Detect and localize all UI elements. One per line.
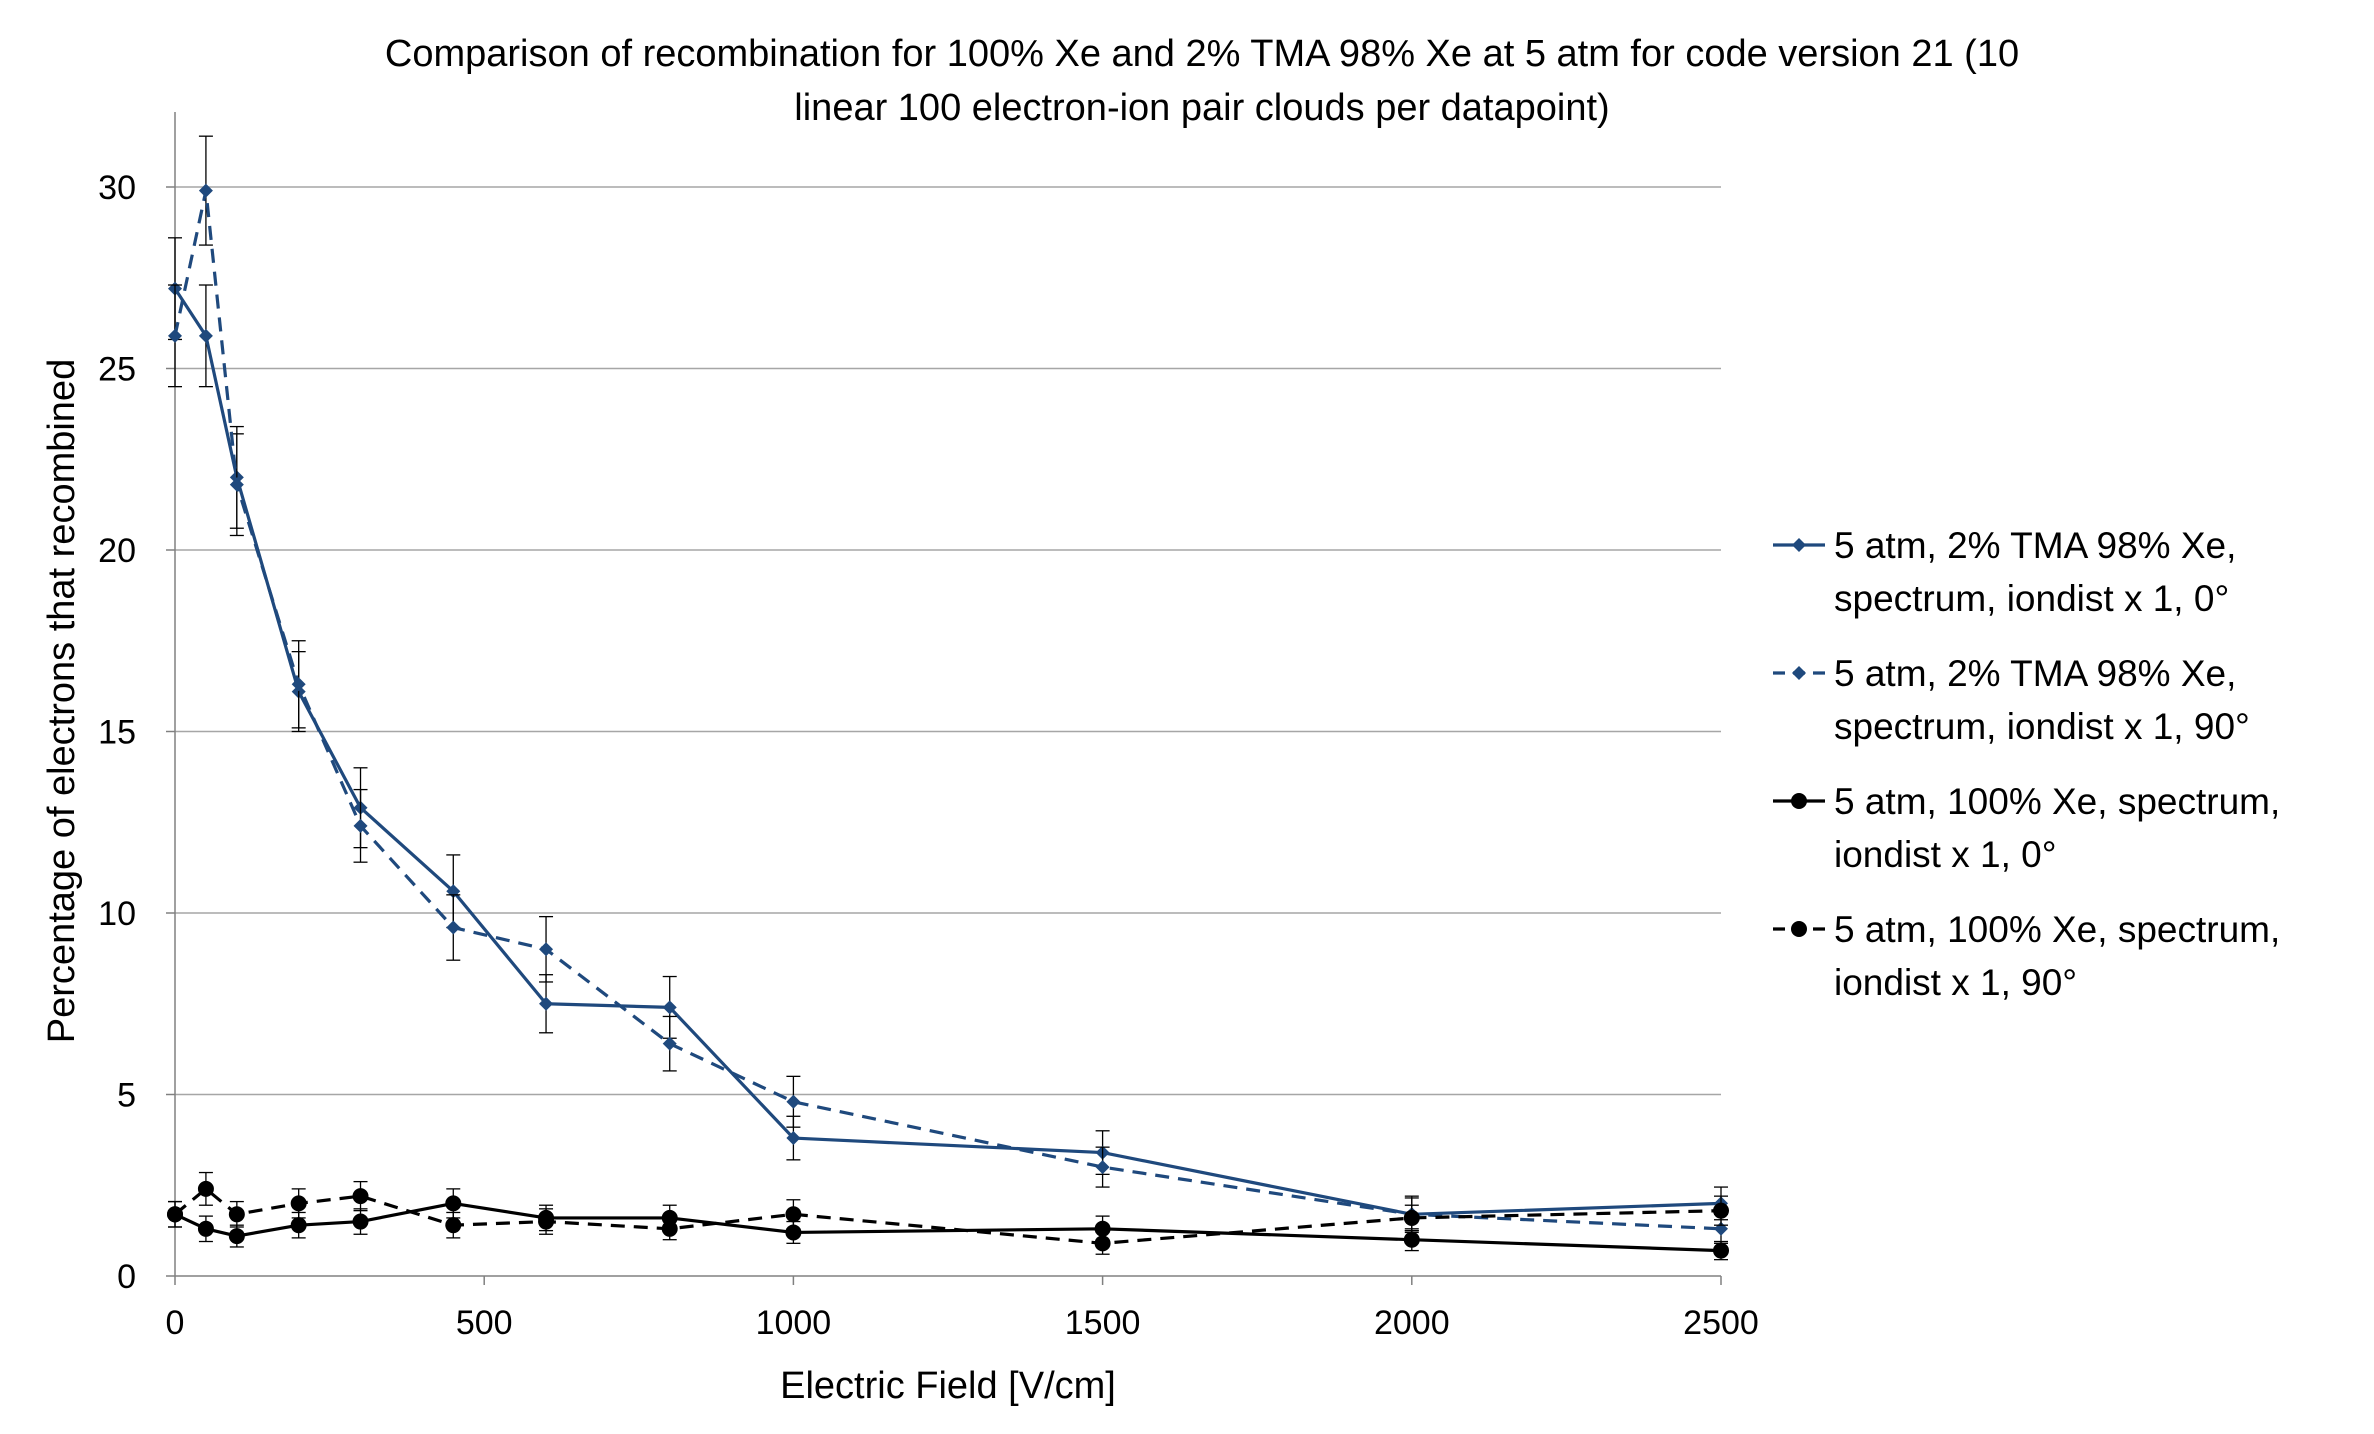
data-point — [291, 677, 306, 692]
data-point — [290, 1195, 307, 1212]
x-tick-label: 2500 — [1683, 1304, 1759, 1342]
axes — [174, 112, 1721, 1277]
data-point — [445, 1195, 462, 1212]
data-point — [786, 1094, 801, 1109]
legend-label: 5 atm, 100% Xe, spectrum, — [1834, 781, 2280, 822]
data-point — [198, 183, 213, 198]
legend-entry-1: 5 atm, 2% TMA 98% Xe, spectrum, iondist x… — [1773, 525, 2236, 619]
y-tick-label: 20 — [98, 532, 136, 570]
x-tick-label: 2000 — [1374, 1304, 1450, 1342]
legend-label: 5 atm, 2% TMA 98% Xe, — [1834, 653, 2236, 694]
legend-label: 5 atm, 100% Xe, spectrum, — [1834, 909, 2280, 950]
data-point — [290, 1217, 307, 1234]
chart-title-line-2: linear 100 electron-ion pair clouds per … — [794, 87, 1609, 129]
data-point — [445, 1217, 462, 1234]
legend-label: spectrum, iondist x 1, 90° — [1834, 706, 2250, 747]
data-point — [446, 920, 461, 935]
series-3 — [167, 1188, 1729, 1261]
data-point — [352, 1188, 369, 1205]
legend-marker — [1791, 793, 1807, 809]
series-2 — [168, 135, 1728, 1244]
series-4 — [167, 1171, 1729, 1255]
chart-title-line-1: Comparison of recombination for 100% Xe … — [385, 33, 2019, 75]
data-point — [538, 1213, 555, 1230]
series-1 — [168, 237, 1728, 1234]
data-point — [197, 1220, 214, 1237]
data-point — [197, 1180, 214, 1197]
legend-entry-4: 5 atm, 100% Xe, spectrum, iondist x 1, 90… — [1773, 909, 2280, 1003]
legend-label: iondist x 1, 90° — [1834, 962, 2077, 1003]
y-tick-label: 0 — [117, 1258, 136, 1296]
gridlines — [175, 186, 1721, 1096]
data-point — [167, 1206, 183, 1223]
data-point — [661, 1220, 678, 1237]
series-line — [173, 287, 1722, 1216]
legend-marker — [1792, 666, 1806, 680]
data-point — [662, 1000, 677, 1015]
y-tick-labels: 0 5 10 15 20 25 30 — [98, 169, 175, 1296]
x-tick-label: 500 — [456, 1304, 513, 1342]
y-tick-label: 25 — [98, 351, 136, 389]
data-point — [1403, 1209, 1420, 1226]
y-tick-label: 30 — [98, 169, 136, 207]
y-tick-label: 15 — [98, 714, 136, 752]
data-point — [1094, 1235, 1111, 1252]
data-point — [353, 818, 368, 833]
series-line — [173, 189, 1722, 1231]
y-tick-label: 5 — [117, 1077, 136, 1115]
y-tick-label: 10 — [98, 895, 136, 933]
data-point — [168, 328, 182, 343]
data-point — [228, 1228, 245, 1245]
x-tick-label: 0 — [166, 1304, 185, 1342]
x-axis-title: Electric Field [V/cm] — [780, 1365, 1116, 1407]
data-point — [352, 1213, 369, 1230]
data-point — [228, 1206, 245, 1223]
x-tick-labels: 0 500 1000 1500 2000 2500 — [166, 1276, 1759, 1342]
data-point — [229, 477, 244, 492]
data-point — [786, 1131, 801, 1146]
legend-marker — [1792, 538, 1806, 552]
legend-marker — [1791, 921, 1807, 937]
data-point — [198, 328, 213, 343]
legend-entry-2: 5 atm, 2% TMA 98% Xe, spectrum, iondist x… — [1773, 653, 2250, 747]
data-point — [1713, 1202, 1729, 1219]
data-point — [1095, 1160, 1110, 1175]
data-point — [1403, 1231, 1420, 1248]
data-point — [662, 1036, 677, 1051]
legend-entry-3: 5 atm, 100% Xe, spectrum, iondist x 1, 0° — [1773, 781, 2280, 875]
legend-label: spectrum, iondist x 1, 0° — [1834, 578, 2229, 619]
x-tick-label: 1000 — [756, 1304, 832, 1342]
legend-label: iondist x 1, 0° — [1834, 834, 2057, 875]
legend: 5 atm, 2% TMA 98% Xe, spectrum, iondist x… — [1773, 525, 2280, 1003]
data-point — [539, 942, 554, 957]
data-point — [785, 1206, 802, 1223]
legend-label: 5 atm, 2% TMA 98% Xe, — [1834, 525, 2236, 566]
data-point — [539, 996, 554, 1011]
data-point — [1713, 1242, 1729, 1259]
series-line — [173, 1187, 1722, 1245]
y-axis-title: Percentage of electrons that recombined — [41, 359, 83, 1043]
plot-area-series — [167, 135, 1729, 1261]
x-tick-label: 1500 — [1065, 1304, 1141, 1342]
chart-title: Comparison of recombination for 100% Xe … — [385, 33, 2019, 129]
